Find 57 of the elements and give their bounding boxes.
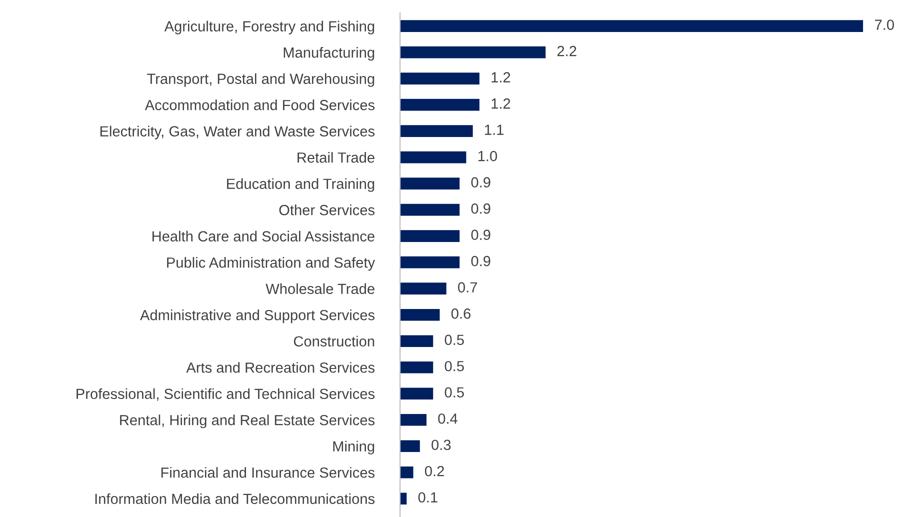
bar	[400, 308, 440, 321]
bar	[400, 335, 434, 348]
bar	[400, 230, 460, 242]
bar	[400, 388, 434, 400]
y-tick-label: Other Services	[279, 204, 375, 216]
bar	[400, 151, 466, 164]
data-label: 0.4	[438, 413, 458, 424]
bar	[400, 46, 546, 58]
y-tick-label: Mining	[333, 440, 374, 454]
y-tick-label: Retail Trade	[298, 152, 374, 163]
data-label: 0.5	[444, 387, 464, 398]
bar	[400, 282, 446, 294]
y-tick-label: Professional, Scientific and Technical Services	[76, 388, 375, 401]
data-label: 0.7	[458, 282, 478, 293]
data-label: 1.2	[492, 72, 510, 82]
bar	[400, 98, 480, 111]
bar	[400, 361, 434, 374]
data-label: 0.9	[471, 203, 490, 214]
y-tick-label: Construction	[294, 336, 374, 347]
bar	[400, 414, 427, 426]
bar	[400, 256, 460, 268]
data-label: 1.2	[492, 98, 510, 109]
bar	[400, 178, 460, 190]
data-label: 0.9	[471, 256, 490, 266]
y-tick-label: Transport, Postal and Warehousing	[147, 73, 374, 87]
y-tick-label: Education and Training	[227, 178, 374, 192]
y-tick-label: Wholesale Trade	[266, 283, 374, 294]
data-label: 0.9	[471, 177, 490, 188]
data-label: 0.1	[418, 492, 438, 503]
y-tick-label: Electricity, Gas, Water and Waste Services	[100, 126, 375, 140]
data-label: 1.1	[485, 124, 504, 135]
y-tick-label: Accommodation and Food Services	[144, 100, 375, 110]
bar	[400, 204, 460, 216]
y-tick-label: Arts and Recreation Services	[186, 362, 375, 373]
y-tick-label: Health Care and Social Assistance	[152, 230, 374, 242]
y-tick-label: Public Administration and Safety	[167, 257, 376, 271]
data-label: 0.9	[471, 230, 490, 240]
bar	[400, 72, 480, 84]
data-label: 7.0	[875, 20, 894, 30]
bar	[400, 125, 473, 137]
data-label: 2.2	[557, 46, 576, 56]
y-tick-label: Rental, Hiring and Real Estate Services	[120, 414, 375, 428]
bar	[400, 492, 407, 505]
bar	[400, 20, 864, 32]
bar	[400, 466, 414, 478]
bar	[400, 440, 420, 452]
data-label: 0.6	[451, 308, 470, 319]
y-tick-label: Information Media and Telecommunications	[95, 493, 375, 504]
y-tick-label: Agriculture, Forestry and Fishing	[164, 20, 374, 34]
data-label: 0.5	[444, 360, 464, 372]
y-tick-label: Administrative and Support Services	[140, 310, 375, 324]
data-label: 0.2	[424, 466, 444, 476]
data-label: 1.0	[478, 150, 498, 162]
data-label: 0.3	[432, 440, 451, 450]
data-label: 0.5	[444, 334, 464, 346]
y-tick-label: Financial and Insurance Services	[161, 467, 375, 478]
y-tick-label: Manufacturing	[284, 47, 374, 61]
